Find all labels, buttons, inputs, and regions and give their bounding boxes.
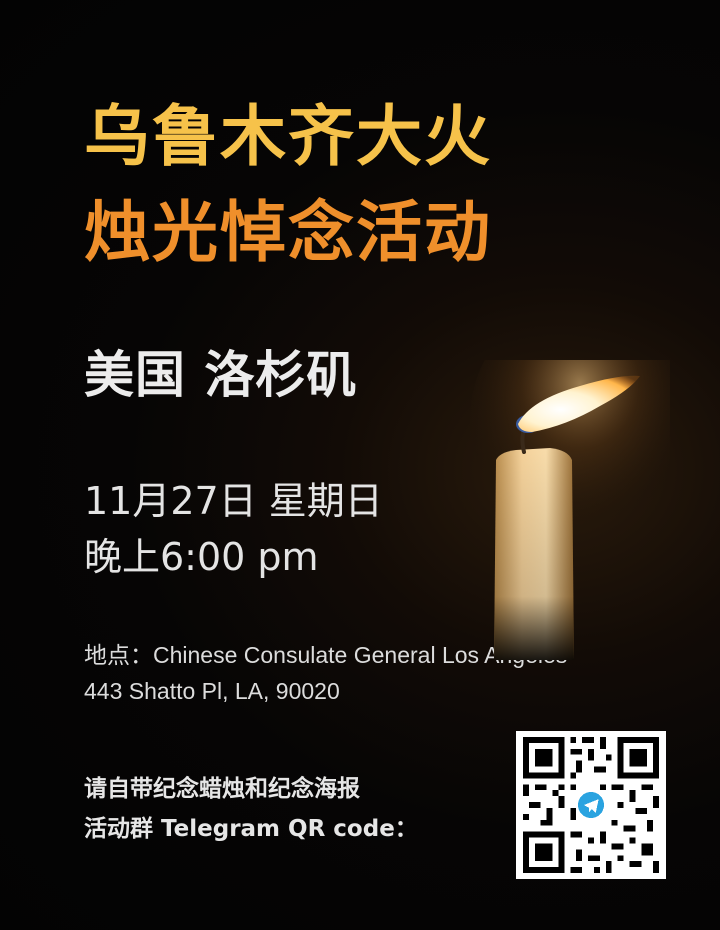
event-date: 11月27日 星期日 [84,479,383,523]
city-heading: 美国 洛杉矶 [84,346,358,404]
event-time: 晚上6:00 pm [84,535,319,579]
poster-title-line1: 乌鲁木齐大火 [84,98,492,175]
poster-title-line2: 烛光悼念活动 [84,194,492,271]
street-address: 443 Shatto Pl, LA, 90020 [84,678,340,704]
telegram-qr-code[interactable] [516,731,666,879]
qr-code-icon [517,731,665,879]
telegram-group-note: 活动群 Telegram QR code： [84,816,418,842]
bring-items-note: 请自带纪念蜡烛和纪念海报 [84,776,360,802]
venue-line: 地点：Chinese Consulate General Los Angeles [84,642,568,668]
candle-icon [470,360,670,660]
